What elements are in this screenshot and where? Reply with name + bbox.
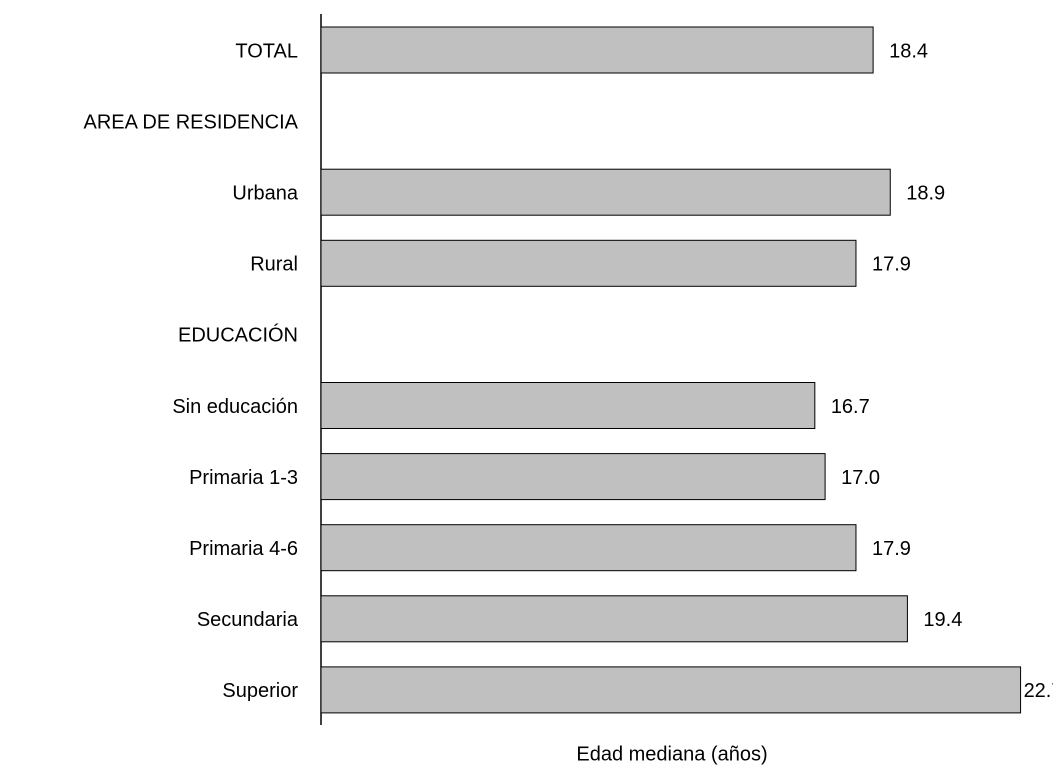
data-label: 18.9 <box>906 182 945 204</box>
bar <box>320 666 1022 714</box>
data-label: 16.7 <box>831 396 870 418</box>
y-tick-label: AREA DE RESIDENCIA <box>83 111 298 133</box>
y-tick-label: Secundaria <box>197 609 299 631</box>
y-tick-label: EDUCACIÓN <box>178 324 298 347</box>
data-label: 17.0 <box>841 467 880 489</box>
y-tick-label: Sin educación <box>172 396 298 418</box>
data-label: 22.7 <box>1024 680 1053 702</box>
data-label: 19.4 <box>923 609 962 631</box>
y-tick-label: Urbana <box>232 182 298 204</box>
y-tick-label: TOTAL <box>235 40 298 62</box>
bar <box>320 168 891 216</box>
x-axis-label: Edad mediana (años) <box>576 743 767 765</box>
y-tick-label: Superior <box>222 680 298 702</box>
data-label: 18.4 <box>889 40 928 62</box>
bar <box>320 595 908 643</box>
y-tick-label: Primaria 1-3 <box>189 467 298 489</box>
bar <box>320 453 826 501</box>
bar <box>320 239 857 287</box>
y-tick-label: Primaria 4-6 <box>189 538 298 560</box>
y-tick-label: Rural <box>250 254 298 276</box>
bar <box>320 382 816 429</box>
bar <box>320 524 857 572</box>
data-label: 17.9 <box>872 538 911 560</box>
bar <box>320 26 874 74</box>
data-label: 17.9 <box>872 254 911 276</box>
